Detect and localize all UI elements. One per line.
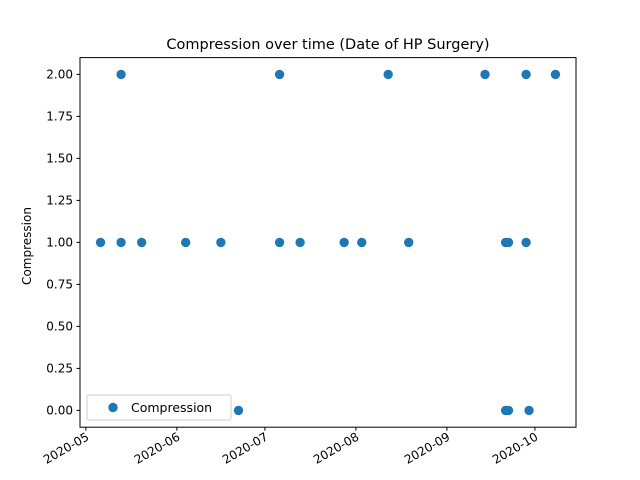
y-tick-label: 1.50 [46,151,73,165]
data-point [216,237,226,248]
data-point [550,69,561,80]
data-point [521,69,531,80]
data-point [503,405,514,416]
legend: Compression [86,394,232,421]
data-point [521,237,531,248]
plot-area-frame [79,57,577,428]
data-point [339,237,349,248]
data-point [480,69,490,80]
data-point [274,237,285,248]
data-point [233,405,244,416]
data-point [116,237,126,248]
legend-marker [108,402,118,413]
data-point [136,237,147,248]
y-tick-label: 0.25 [46,361,73,375]
y-tick-label: 1.75 [46,109,73,123]
legend-label: Compression [131,400,212,415]
data-point [95,237,106,248]
data-point [404,237,414,248]
y-axis-ticks: 0.00 0.25 0.50 0.75 1.00 1.25 1.50 1.75 2.00 [46,67,80,417]
data-point [274,69,285,80]
y-tick-label: 0.00 [46,403,73,417]
data-point [524,405,534,416]
y-tick-label: 1.00 [46,235,73,249]
legend-box [86,394,232,421]
data-points [95,69,561,416]
chart-title: Compression over time (Date of HP Surger… [166,37,489,53]
y-tick-label: 0.50 [46,319,73,333]
y-tick-label: 1.25 [46,193,73,207]
data-point [180,237,191,248]
data-point [295,237,305,248]
data-point [503,237,514,248]
y-tick-label: 2.00 [46,67,73,81]
y-tick-label: 0.75 [46,277,73,291]
data-point [383,69,393,80]
y-axis-label: Compression [20,207,34,285]
data-point [357,237,367,248]
data-point [116,69,126,80]
